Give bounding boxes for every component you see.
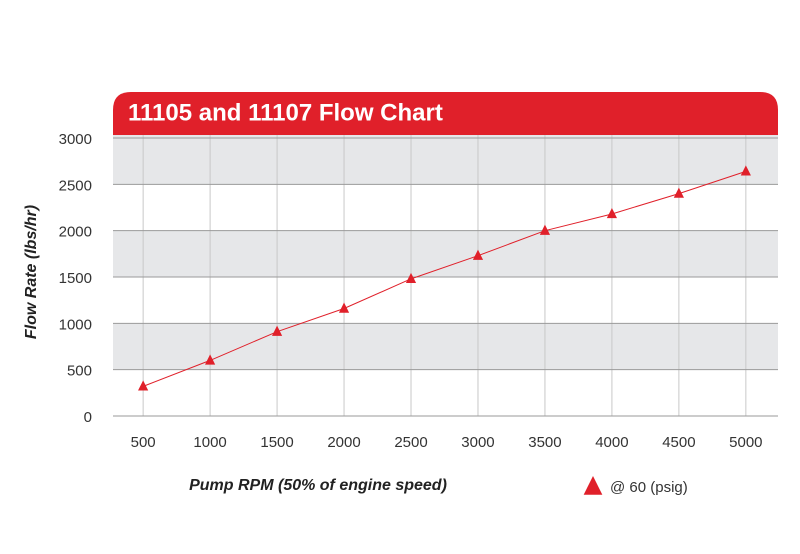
x-tick-label: 5000 bbox=[729, 434, 762, 451]
y-tick-label: 0 bbox=[84, 409, 92, 426]
x-tick-label: 1500 bbox=[260, 434, 293, 451]
x-tick-label: 1000 bbox=[193, 434, 226, 451]
legend-marker bbox=[583, 476, 603, 495]
y-tick-label: 1000 bbox=[59, 316, 92, 333]
x-axis-label: Pump RPM (50% of engine speed) bbox=[189, 477, 447, 494]
data-point bbox=[205, 354, 216, 365]
x-tick-label: 2500 bbox=[394, 434, 427, 451]
x-tick-label: 4500 bbox=[662, 434, 695, 451]
y-tick-label: 3000 bbox=[59, 131, 92, 148]
grid-band bbox=[113, 230, 778, 277]
data-point bbox=[271, 325, 283, 336]
data-point bbox=[673, 187, 684, 198]
data-point bbox=[472, 249, 484, 260]
y-tick-label: 500 bbox=[67, 363, 92, 380]
data-point bbox=[405, 272, 417, 284]
data-point bbox=[539, 224, 551, 235]
data-point bbox=[138, 380, 149, 391]
data-point bbox=[338, 302, 350, 313]
data-point bbox=[740, 165, 751, 176]
data-point bbox=[606, 207, 618, 219]
series-line bbox=[142, 170, 747, 387]
x-tick-label: 3500 bbox=[528, 434, 561, 451]
chart-title: 11105 and 11107 Flow Chart bbox=[128, 99, 443, 126]
x-tick-label: 500 bbox=[131, 434, 156, 451]
x-tick-label: 4000 bbox=[595, 434, 628, 451]
y-tick-label: 1500 bbox=[59, 270, 92, 287]
x-tick-label: 3000 bbox=[461, 434, 494, 451]
y-axis-label: Flow Rate (lbs/hr) bbox=[23, 205, 40, 339]
grid-band bbox=[113, 135, 778, 185]
grid-band bbox=[113, 323, 778, 370]
x-tick-label: 2000 bbox=[327, 434, 360, 451]
y-tick-label: 2500 bbox=[59, 177, 92, 194]
y-tick-label: 2000 bbox=[59, 224, 92, 241]
title-bar bbox=[113, 92, 778, 135]
legend-label: @ 60 (psig) bbox=[610, 479, 688, 496]
